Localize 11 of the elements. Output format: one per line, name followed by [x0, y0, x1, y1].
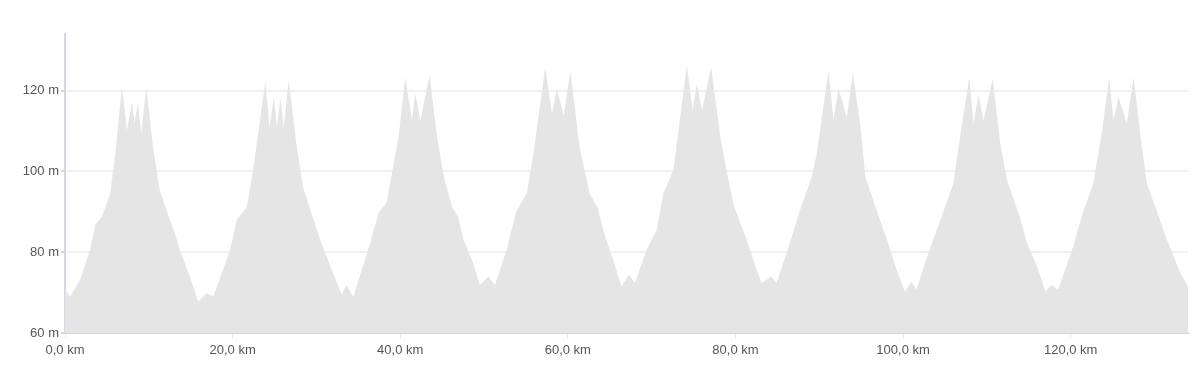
- x-tick-label: 0,0 km: [45, 342, 85, 358]
- y-tick-label: 100 m: [22, 162, 59, 178]
- y-tick-label: 80 m: [30, 243, 59, 259]
- x-tick-label: 100,0 km: [876, 342, 930, 358]
- y-tick-label: 60 m: [30, 324, 59, 340]
- x-tick-label: 120,0 km: [1043, 342, 1098, 358]
- x-tick-label: 80,0 km: [712, 342, 759, 358]
- y-tick-label: 120 m: [22, 82, 59, 98]
- x-tick-label: 60,0 km: [544, 342, 591, 358]
- x-tick-label: 40,0 km: [377, 342, 424, 358]
- x-tick-label: 20,0 km: [209, 342, 256, 358]
